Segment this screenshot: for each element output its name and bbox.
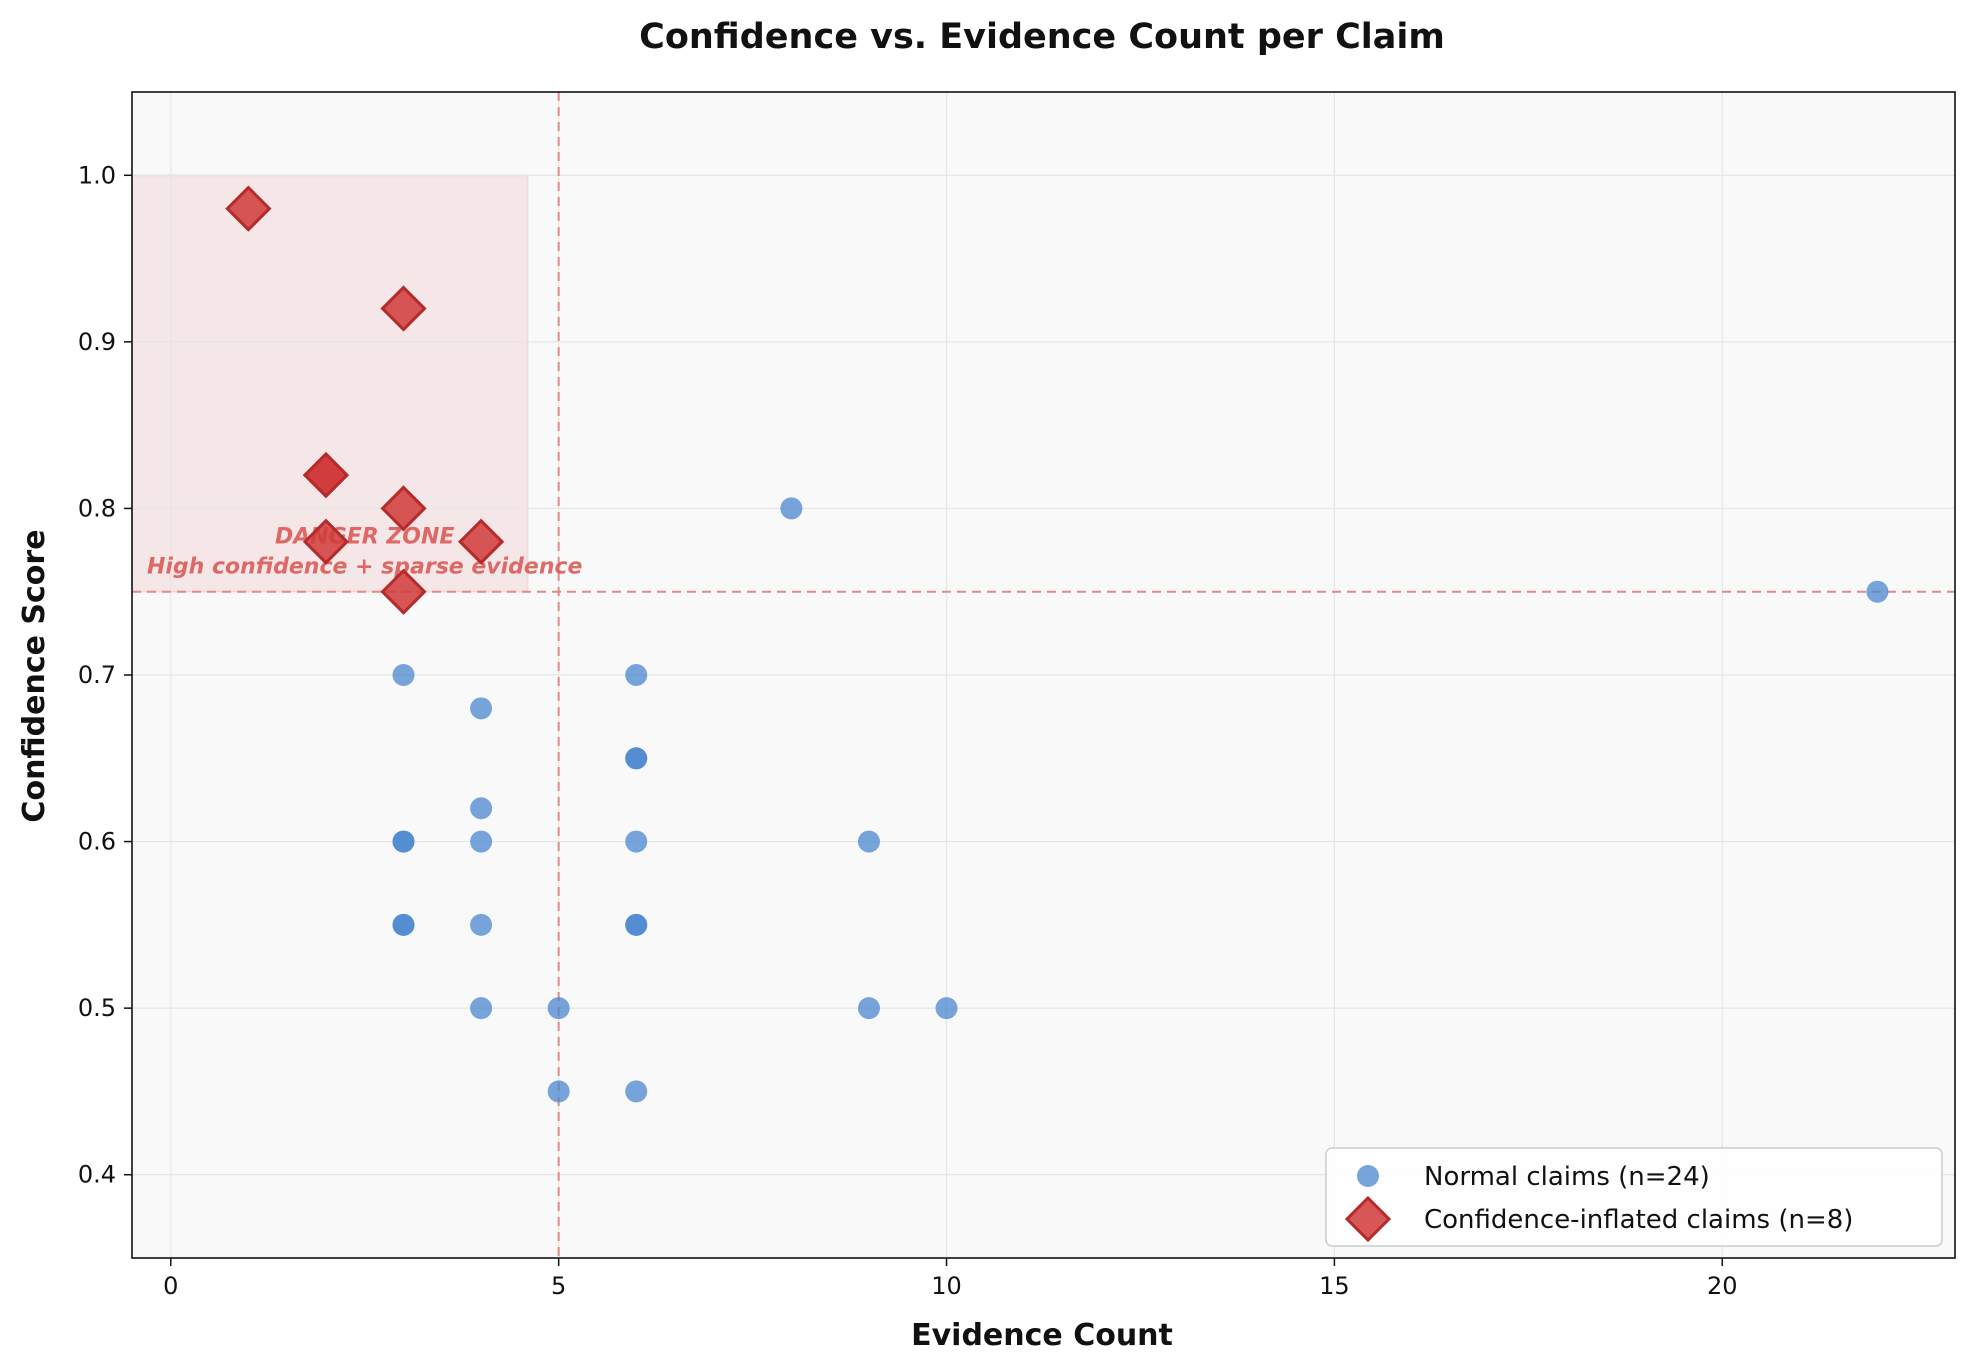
normal-claim-point-5 [470,697,493,720]
x-tick-label-0: 0 [163,1272,178,1300]
inflated-claim-point-7 [380,568,427,615]
danger-zone-title: DANGER ZONE [275,525,454,550]
normal-claim-point-12 [625,664,648,686]
normal-claim-point-18 [625,1080,648,1103]
normal-claim-point-2 [392,830,415,853]
x-tick-label-1: 5 [551,1272,566,1300]
normal-claim-point-11 [547,1080,570,1103]
normal-claim-point-8 [470,913,493,936]
normal-claim-point-7 [470,830,493,853]
legend: Normal claims (n=24) Confidence-inflated… [1325,1147,1943,1247]
normal-claim-point-20 [857,830,880,853]
normal-claim-point-17 [625,913,648,936]
normal-claim-point-0 [392,664,415,686]
normal-claim-point-4 [392,913,415,936]
normal-claim-point-9 [470,997,493,1020]
chart-title: Confidence vs. Evidence Count per Claim [639,17,1445,57]
x-axis-label: Evidence Count [911,1318,1173,1353]
normal-claim-point-23 [1866,580,1889,603]
legend-label-inflated: Confidence-inflated claims (n=8) [1424,1205,1853,1235]
x-axis-ticks: 0 5 10 15 20 [163,1258,1738,1300]
legend-label-normal: Normal claims (n=24) [1424,1162,1710,1192]
danger-zone-subtitle: High confidence + sparse evidence [147,555,583,580]
inflated-claim-point-1 [380,285,427,332]
inflated-claim-point-3 [302,451,350,499]
y-tick-label-0: 0.4 [78,1161,116,1189]
legend-marker-normal [1357,1165,1379,1187]
inflated-claim-point-5 [302,518,350,565]
y-tick-label-3: 0.7 [78,661,116,689]
y-axis-label: Confidence Score [17,529,52,822]
normal-claim-point-6 [470,797,493,820]
y-tick-label-4: 0.8 [78,494,116,522]
normal-claim-point-15 [625,830,648,853]
inflated-claims-series [225,185,505,615]
normal-claim-point-21 [857,997,880,1020]
inflated-claim-point-0 [225,185,272,232]
grid-lines [132,92,1955,1258]
x-tick-label-4: 20 [1707,1272,1738,1300]
normal-claim-point-22 [935,997,958,1020]
normal-claim-point-14 [625,747,648,770]
legend-marker-inflated [1344,1195,1392,1243]
normal-claim-point-10 [547,997,570,1020]
inflated-claim-point-4 [380,485,427,532]
inflated-claim-point-6 [457,518,505,565]
y-tick-label-5: 0.9 [78,328,116,356]
normal-claim-point-19 [780,497,803,520]
y-tick-label-1: 0.5 [78,994,116,1022]
legend-box [1325,1147,1943,1247]
x-tick-label-3: 15 [1319,1272,1350,1300]
x-tick-label-2: 10 [931,1272,962,1300]
danger-zone-region [131,174,529,593]
y-tick-label-2: 0.6 [78,828,116,856]
normal-claims-series [392,497,1889,1103]
y-tick-label-6: 1.0 [78,161,116,189]
y-axis-ticks: 0.4 0.5 0.6 0.7 0.8 0.9 1.0 [78,161,132,1189]
